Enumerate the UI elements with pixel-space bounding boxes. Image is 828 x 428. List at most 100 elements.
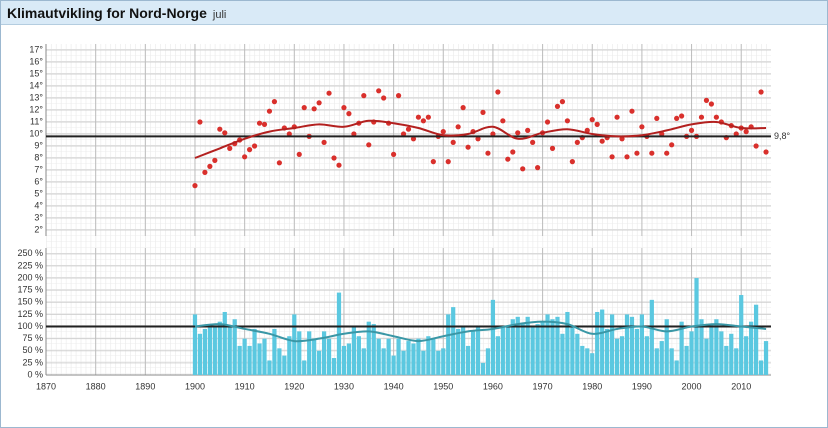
x-tick-label: 1990 — [632, 381, 652, 391]
data-point — [311, 106, 317, 112]
data-point — [599, 138, 605, 144]
data-point — [674, 115, 680, 121]
bar — [550, 319, 555, 375]
bar — [217, 321, 222, 375]
x-tick-label: 1870 — [36, 381, 56, 391]
bar — [719, 331, 724, 375]
bar — [500, 326, 505, 375]
y-tick-label: 7° — [34, 164, 43, 174]
data-point — [400, 131, 407, 137]
data-point — [743, 129, 749, 135]
data-point — [465, 144, 471, 150]
bar — [461, 326, 466, 375]
bar — [565, 311, 570, 375]
data-point — [664, 150, 670, 156]
bar — [495, 336, 500, 375]
data-point — [420, 118, 426, 124]
x-tick-label: 1920 — [284, 381, 304, 391]
y-tick-label: 225 % — [17, 260, 43, 270]
data-point — [351, 131, 357, 137]
data-point — [430, 159, 436, 165]
data-point — [286, 131, 292, 137]
data-point — [445, 159, 451, 165]
bar — [431, 338, 436, 375]
bar — [197, 333, 203, 375]
data-point — [594, 121, 600, 127]
bar — [262, 338, 267, 375]
bar — [649, 299, 654, 375]
data-point — [301, 105, 307, 111]
bar — [282, 355, 287, 375]
bar — [257, 343, 262, 375]
y-tick-label: 14° — [29, 80, 43, 90]
bar — [729, 333, 734, 375]
normal-label: 9,8° — [774, 131, 791, 141]
bar — [331, 358, 337, 375]
y-tick-label: 25 % — [22, 357, 43, 367]
data-point — [490, 131, 496, 137]
data-point — [698, 114, 705, 120]
data-point — [425, 114, 431, 120]
bar — [312, 338, 317, 375]
y-tick-label: 17° — [29, 44, 43, 54]
data-point — [629, 108, 635, 114]
bar — [490, 299, 496, 375]
y-tick-label: 125 % — [17, 309, 43, 319]
data-point — [391, 151, 397, 157]
data-point — [192, 183, 198, 189]
data-point — [480, 109, 486, 115]
data-point — [733, 131, 739, 137]
bar — [664, 319, 669, 375]
bar — [222, 311, 227, 375]
bar — [605, 328, 610, 375]
x-tick-label: 1950 — [433, 381, 453, 391]
data-point — [212, 157, 218, 163]
bar — [227, 326, 232, 375]
bar — [520, 324, 525, 375]
bar — [232, 319, 237, 375]
data-point — [584, 127, 590, 133]
data-point — [246, 147, 253, 153]
bar — [391, 355, 396, 375]
y-tick-label: 0 % — [27, 369, 43, 379]
data-point — [381, 95, 387, 101]
y-tick-label: 12° — [29, 104, 43, 114]
data-point — [376, 88, 382, 94]
bar — [634, 328, 640, 375]
bar — [277, 348, 282, 375]
data-point — [569, 159, 575, 165]
data-point — [495, 89, 501, 95]
data-point — [326, 90, 332, 96]
x-tick-label: 1900 — [185, 381, 205, 391]
data-point — [321, 139, 327, 145]
bar — [575, 333, 580, 375]
y-tick-label: 3° — [34, 212, 43, 222]
bar — [292, 314, 297, 375]
subtitle: juli — [212, 9, 227, 21]
bar — [212, 326, 217, 375]
bar — [465, 345, 471, 375]
bar — [758, 360, 764, 375]
data-point — [256, 120, 263, 126]
bar — [714, 319, 719, 375]
data-point — [619, 136, 625, 142]
data-point — [242, 154, 248, 160]
y-tick-label: 175 % — [17, 285, 43, 295]
bar — [659, 341, 664, 375]
bar — [590, 353, 595, 375]
data-point — [395, 93, 402, 99]
bar — [525, 316, 530, 375]
header: Klimautvikling for Nord-Norge juli — [1, 1, 827, 25]
y-tick-label: 100 % — [17, 321, 43, 331]
bar — [515, 316, 520, 375]
data-point — [713, 114, 719, 120]
data-point — [331, 155, 337, 161]
bar — [619, 336, 625, 375]
data-point — [202, 169, 208, 175]
bar — [297, 331, 302, 375]
bar — [624, 314, 630, 375]
bar — [674, 360, 679, 375]
data-point — [549, 145, 556, 151]
